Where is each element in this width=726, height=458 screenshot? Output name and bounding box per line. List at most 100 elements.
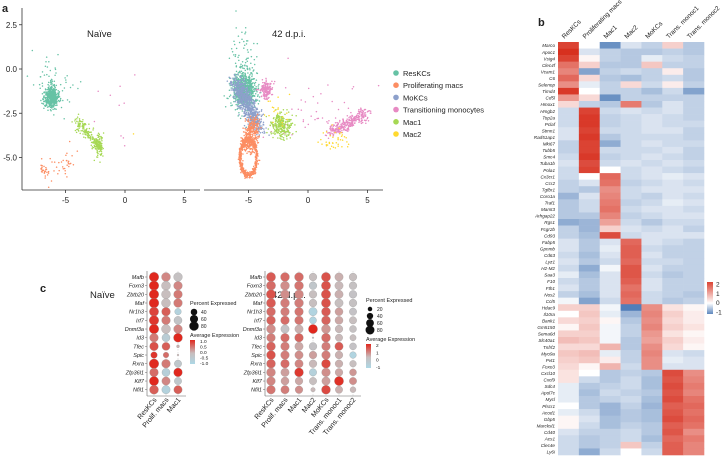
heatmap-cell — [620, 415, 642, 423]
percent-legend-label: 80 — [201, 324, 207, 330]
heatmap-cell — [683, 363, 705, 371]
data-point — [244, 136, 247, 138]
heatmap-cell — [641, 396, 663, 403]
data-point — [252, 91, 255, 93]
heatmap-cell — [683, 317, 705, 325]
heatmap-cell — [558, 61, 580, 69]
dotplot-dot — [149, 324, 159, 334]
heatmap-cell — [558, 441, 580, 449]
heatmap-cell — [662, 448, 684, 456]
data-point — [42, 97, 44, 100]
heatmap-cell — [578, 310, 601, 318]
data-point — [245, 76, 247, 78]
data-point — [247, 116, 249, 119]
data-point — [263, 128, 265, 130]
data-point — [45, 91, 47, 93]
data-point — [63, 167, 66, 170]
data-point — [241, 110, 244, 112]
data-point — [243, 40, 245, 43]
heatmap-cell — [620, 278, 642, 285]
data-point — [257, 94, 259, 96]
data-point — [256, 110, 258, 113]
data-point — [258, 135, 261, 137]
data-point — [80, 120, 83, 123]
data-point — [98, 140, 100, 143]
data-point — [252, 141, 255, 143]
data-point — [334, 117, 337, 119]
data-point — [50, 103, 53, 105]
heatmap-cell — [599, 278, 621, 285]
data-point — [363, 109, 366, 111]
data-point — [255, 100, 257, 102]
data-point — [234, 95, 236, 98]
data-point — [292, 132, 294, 135]
data-point — [249, 115, 252, 117]
heatmap-row-label: Vsig4 — [544, 56, 556, 61]
data-point — [250, 144, 252, 147]
heatmap-cell — [578, 133, 601, 141]
heatmap-cell — [662, 61, 684, 69]
data-point — [367, 119, 370, 122]
data-point — [256, 152, 259, 154]
data-point — [261, 131, 264, 134]
data-point — [334, 121, 337, 124]
data-point — [92, 142, 95, 144]
data-point — [268, 86, 271, 89]
dotplot-gene-label: Klf7 — [135, 379, 145, 385]
data-point — [362, 116, 365, 119]
data-point — [243, 87, 246, 89]
data-point — [46, 94, 49, 96]
data-point — [99, 153, 101, 155]
heatmap-cell — [558, 448, 580, 456]
data-point — [360, 120, 363, 122]
heatmap-cell — [599, 146, 621, 154]
data-point — [41, 82, 44, 84]
heatmap-cell — [599, 396, 621, 403]
data-point — [348, 129, 350, 131]
average-expression-label: 0.5 — [200, 345, 207, 351]
data-point — [96, 152, 99, 154]
data-point — [335, 128, 338, 131]
heatmap-cell — [641, 55, 663, 62]
data-point — [249, 153, 252, 156]
data-point — [265, 77, 267, 80]
data-point — [253, 63, 256, 66]
data-point — [345, 124, 348, 126]
data-point — [78, 125, 80, 127]
data-point — [228, 95, 231, 98]
data-point — [238, 41, 241, 44]
data-point — [265, 93, 267, 96]
dotplot-dot — [173, 316, 183, 325]
heatmap-row-label: Tnfrf2 — [543, 345, 555, 350]
heatmap-cell — [662, 146, 684, 154]
data-point — [327, 137, 330, 139]
heatmap-cell — [599, 166, 621, 174]
data-point — [78, 123, 80, 125]
data-point — [234, 88, 236, 91]
dotplot-dot — [266, 307, 276, 317]
heatmap-cell — [578, 48, 601, 56]
heatmap-cell — [578, 173, 601, 180]
data-point — [329, 148, 332, 150]
heatmap-cell — [599, 127, 621, 135]
data-point — [240, 88, 243, 90]
dotplot-dot — [266, 359, 276, 369]
dotplot-dot — [149, 315, 159, 326]
heatmap-cell — [662, 422, 684, 430]
data-point — [325, 141, 327, 143]
heatmap-cell — [599, 192, 621, 200]
data-point — [346, 114, 349, 117]
data-point — [240, 70, 243, 73]
y-tick-label: 0.0 — [6, 65, 18, 74]
heatmap-cell — [662, 87, 684, 95]
dotplot-gene-label: Spic — [251, 353, 262, 359]
heatmap-cell — [641, 284, 663, 292]
heatmap-row-label: Fcgr2b — [541, 227, 556, 232]
data-point — [350, 125, 352, 127]
heatmap-cell — [558, 356, 580, 364]
heatmap-cell — [558, 127, 580, 135]
heatmap-cell — [683, 415, 705, 423]
data-point — [229, 81, 232, 84]
data-point — [250, 49, 252, 51]
data-point — [230, 89, 232, 91]
